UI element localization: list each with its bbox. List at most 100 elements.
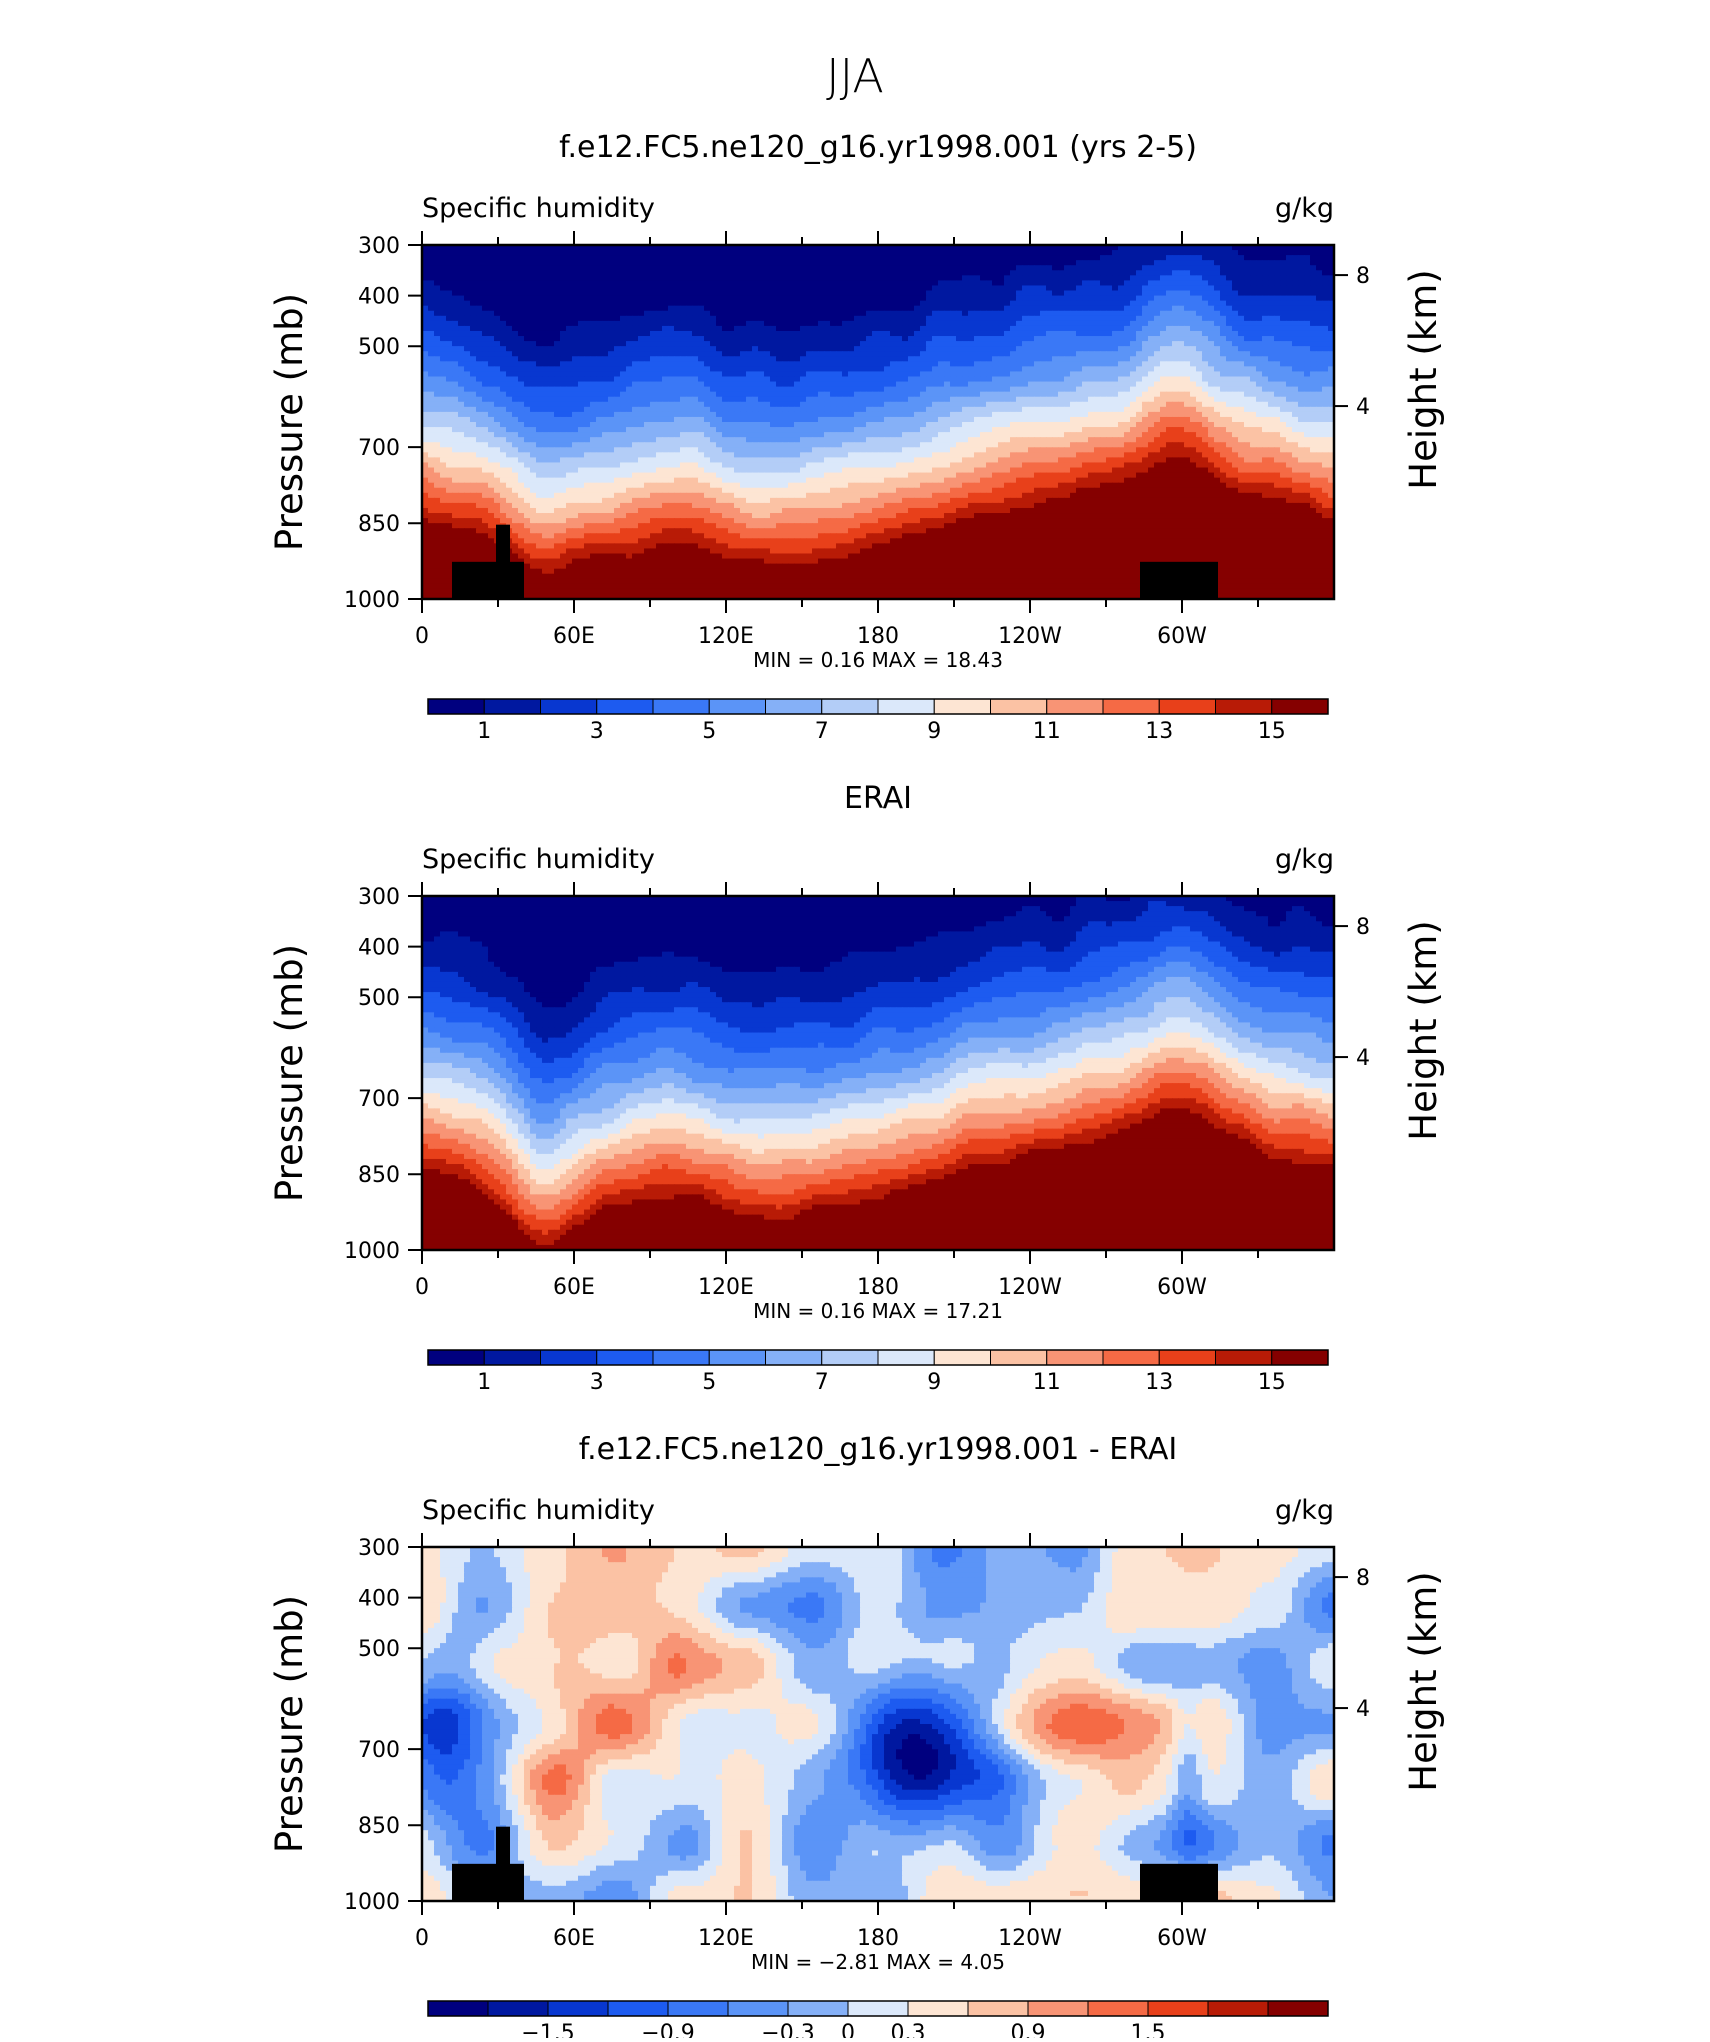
y-axis-title: Pressure (mb) <box>268 293 311 551</box>
contour-field <box>422 896 1335 1251</box>
colorbar-swatch <box>1216 1350 1272 1365</box>
lon-tick-label: 60W <box>1157 1275 1207 1300</box>
colorbar-label: −0.9 <box>641 2021 694 2038</box>
colorbar-label: 0.3 <box>891 2021 926 2038</box>
lon-tick-label: 0 <box>415 1275 429 1300</box>
colorbar-label: 3 <box>590 1370 604 1395</box>
colorbar-swatch <box>541 699 597 714</box>
lon-tick-label: 60E <box>553 1926 595 1951</box>
lon-tick-label: 60W <box>1157 624 1207 649</box>
variable-label: Specific humidity <box>422 844 655 875</box>
height-tick-label: 8 <box>1356 1566 1370 1591</box>
units-label: g/kg <box>1275 193 1334 224</box>
colorbar-label: 15 <box>1258 719 1286 744</box>
colorbar-label: 0.9 <box>1011 2021 1046 2038</box>
height-tick-label: 4 <box>1356 1697 1370 1722</box>
colorbar: −1.5 −0.9 −0.3 0 0.3 0.9 1.5 <box>428 2001 1328 2038</box>
lon-tick-label: 0 <box>415 624 429 649</box>
colorbar-label: 13 <box>1145 719 1173 744</box>
pressure-tick-label: 400 <box>358 936 400 961</box>
variable-label: Specific humidity <box>422 193 655 224</box>
colorbar-label: 9 <box>927 1370 941 1395</box>
terrain-block <box>452 562 524 599</box>
lon-tick-label: 120E <box>698 1926 754 1951</box>
colorbar-label: 11 <box>1033 719 1061 744</box>
colorbar-swatch <box>484 1350 540 1365</box>
pressure-tick-label: 300 <box>358 234 400 259</box>
colorbar-label: −1.5 <box>521 2021 574 2038</box>
colorbar-label: 3 <box>590 719 604 744</box>
colorbar-label: −0.3 <box>761 2021 814 2038</box>
colorbar-swatch <box>428 1350 484 1365</box>
lon-tick-label: 120W <box>998 1926 1062 1951</box>
pressure-tick-label: 700 <box>358 436 400 461</box>
colorbar-swatch <box>1216 699 1272 714</box>
colorbar-label: 13 <box>1145 1370 1173 1395</box>
lon-tick-label: 0 <box>415 1926 429 1951</box>
units-label: g/kg <box>1275 1495 1334 1526</box>
colorbar-label: 5 <box>702 1370 716 1395</box>
height-tick-label: 4 <box>1356 1046 1370 1071</box>
colorbar-label: 11 <box>1033 1370 1061 1395</box>
lon-tick-label: 60E <box>553 1275 595 1300</box>
colorbar-swatch <box>597 699 653 714</box>
pressure-tick-label: 1000 <box>344 1239 400 1264</box>
colorbar-swatch <box>822 1350 878 1365</box>
terrain-block <box>452 1864 524 1901</box>
colorbar-label: 1 <box>477 719 491 744</box>
lon-tick-label: 180 <box>857 1275 899 1300</box>
height-tick-label: 4 <box>1356 395 1370 420</box>
colorbar-swatch <box>668 2001 728 2016</box>
pressure-tick-label: 300 <box>358 885 400 910</box>
pressure-tick-label: 850 <box>358 1163 400 1188</box>
pressure-tick-label: 1000 <box>344 1890 400 1915</box>
colorbar-label: 15 <box>1258 1370 1286 1395</box>
terrain-block <box>1140 1864 1218 1901</box>
pressure-tick-label: 850 <box>358 512 400 537</box>
contour-field <box>422 1547 1335 1902</box>
colorbar-swatch <box>428 699 484 714</box>
colorbar-swatch <box>1047 699 1103 714</box>
lon-tick-label: 180 <box>857 1926 899 1951</box>
colorbar-swatch <box>484 699 540 714</box>
colorbar-swatch <box>1268 2001 1328 2016</box>
lon-tick-label: 120E <box>698 624 754 649</box>
pressure-tick-label: 400 <box>358 285 400 310</box>
min-max-label: MIN = −2.81 MAX = 4.05 <box>751 1950 1005 1974</box>
y2-axis-title: Height (km) <box>1402 920 1445 1140</box>
colorbar-swatch <box>1028 2001 1088 2016</box>
colorbar-label: 1.5 <box>1131 2021 1166 2038</box>
y-axis-title: Pressure (mb) <box>268 944 311 1202</box>
colorbar-swatch <box>608 2001 668 2016</box>
colorbar-swatch <box>541 1350 597 1365</box>
colorbar-swatch <box>1103 699 1159 714</box>
colorbar-swatch <box>428 2001 488 2016</box>
min-max-label: MIN = 0.16 MAX = 18.43 <box>753 648 1003 672</box>
colorbar-swatch <box>934 699 990 714</box>
variable-label: Specific humidity <box>422 1495 655 1526</box>
colorbar-swatch <box>548 2001 608 2016</box>
colorbar-swatch <box>991 1350 1047 1365</box>
colorbar-swatch <box>653 1350 709 1365</box>
colorbar-swatch <box>1272 1350 1328 1365</box>
contour-field <box>422 245 1335 600</box>
terrain-block <box>496 525 510 599</box>
colorbar-swatch <box>488 2001 548 2016</box>
pressure-tick-label: 700 <box>358 1087 400 1112</box>
min-max-label: MIN = 0.16 MAX = 17.21 <box>753 1299 1003 1323</box>
colorbar-swatch <box>934 1350 990 1365</box>
colorbar-swatch <box>991 699 1047 714</box>
colorbar-label: 7 <box>815 719 829 744</box>
terrain-block <box>496 1827 510 1901</box>
pressure-tick-label: 850 <box>358 1814 400 1839</box>
lon-tick-label: 60W <box>1157 1926 1207 1951</box>
pressure-tick-label: 500 <box>358 335 400 360</box>
lon-tick-label: 60E <box>553 624 595 649</box>
lon-tick-label: 120W <box>998 1275 1062 1300</box>
colorbar-label: 0 <box>841 2021 855 2038</box>
colorbar-swatch <box>788 2001 848 2016</box>
colorbar-swatch <box>1047 1350 1103 1365</box>
colorbar-swatch <box>848 2001 908 2016</box>
